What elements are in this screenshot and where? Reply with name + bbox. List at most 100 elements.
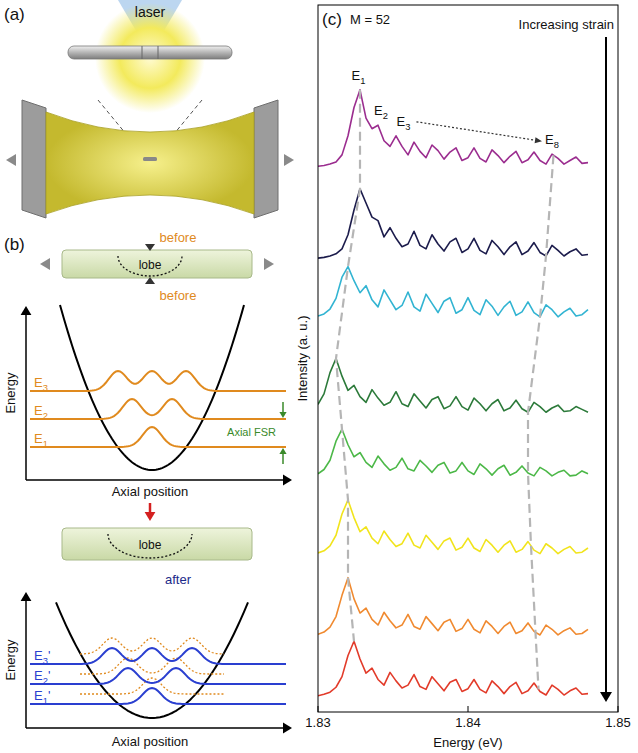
panel-letter: (b)	[4, 235, 25, 254]
panel-b: before lobe before Energy Axial position E1 E2…	[3, 230, 292, 749]
spectrum	[318, 500, 588, 554]
axis-title: Intensity (a. u.)	[295, 316, 310, 402]
subscript: 8	[554, 139, 559, 150]
figure: (a) (b) laser before lobe before Energy Axial p…	[0, 0, 638, 753]
tick	[468, 706, 469, 712]
tip-marker	[145, 277, 155, 284]
panel-letter: (c)	[322, 10, 342, 29]
axis-title: Axial position	[112, 734, 189, 749]
mode-label: E1	[352, 68, 366, 86]
tick-label: 1.83	[305, 715, 330, 730]
mode	[30, 399, 286, 419]
spectrum	[318, 429, 588, 476]
tip-marker	[145, 244, 155, 251]
axis	[25, 314, 27, 480]
arrow-head	[283, 723, 292, 734]
tick	[318, 706, 319, 712]
level-label: E3	[34, 375, 48, 393]
arrow-head	[535, 137, 542, 143]
state-label: before	[160, 288, 197, 303]
mode-track	[336, 90, 360, 641]
axis-title: Axial position	[112, 484, 189, 499]
old-mode	[80, 678, 224, 694]
spectrum	[318, 641, 588, 695]
tick-label: 1.84	[455, 715, 480, 730]
subscript: 3	[43, 382, 48, 393]
subscript: 3	[405, 121, 410, 132]
arrow-head	[6, 154, 16, 166]
mode	[30, 427, 286, 447]
lobe-outline	[118, 256, 182, 276]
panel-c: 1.83 1.84 1.85 Energy (eV) Intensity (a. u.)…	[295, 5, 631, 750]
arrow-head	[279, 412, 286, 418]
axis	[26, 479, 284, 481]
spacing-label: Axial FSR	[227, 426, 276, 438]
membrane	[46, 112, 254, 214]
fiber	[62, 250, 252, 278]
annotation: M = 52	[350, 12, 390, 27]
level-label: E1'	[34, 688, 50, 706]
arrow-head	[40, 258, 50, 270]
arrow-head	[279, 448, 286, 454]
annotation: Increasing strain	[519, 17, 614, 32]
panel-a: laser	[6, 0, 294, 218]
potential	[60, 305, 244, 470]
level-label: E2'	[34, 668, 50, 686]
potential	[56, 602, 248, 718]
transition-arrow	[149, 503, 152, 513]
beam-label: laser	[135, 4, 166, 20]
arrow-head	[264, 258, 274, 270]
level-label: E1	[34, 431, 48, 449]
lobe-outline	[108, 534, 192, 558]
level-label: E3'	[34, 648, 50, 666]
suffix: '	[48, 668, 50, 683]
lobe-label: lobe	[139, 258, 162, 272]
subscript: 2	[43, 410, 48, 421]
mode-track	[528, 155, 554, 689]
old-mode	[80, 638, 224, 654]
subscript: 1	[360, 75, 365, 86]
mode	[30, 668, 286, 684]
subscript: 2	[383, 110, 388, 121]
spectrum	[318, 359, 588, 413]
tick	[618, 706, 619, 712]
spectrum	[318, 267, 588, 317]
subscript: 1	[43, 438, 48, 449]
progress-arrow	[416, 122, 535, 140]
axis	[25, 600, 27, 728]
state-label: before	[160, 230, 197, 245]
state-label: after	[165, 572, 192, 587]
suffix: '	[48, 648, 50, 663]
suffix: '	[48, 688, 50, 703]
strain-arrow	[605, 37, 607, 692]
spacing-arrow	[282, 402, 284, 412]
clamp	[254, 100, 278, 218]
tube-mark	[143, 157, 157, 161]
mode	[30, 371, 286, 391]
mode-label: E8	[545, 132, 559, 150]
axis-title: Energy	[3, 372, 18, 414]
level-label: E2	[34, 403, 48, 421]
axis-title: Energy (eV)	[433, 735, 502, 750]
mode-label: E2	[374, 103, 388, 121]
arrow-head	[145, 512, 156, 521]
spectrum	[318, 578, 588, 635]
spectrum	[318, 90, 588, 166]
fiber	[62, 528, 252, 560]
panel-letter: (a)	[4, 5, 25, 24]
tube-segment	[142, 46, 143, 59]
clamp	[22, 100, 46, 218]
tick-label: 1.85	[605, 715, 630, 730]
arrow-head	[21, 306, 32, 315]
arrow-head	[283, 475, 292, 486]
axis	[26, 727, 284, 729]
plot-frame	[318, 5, 618, 712]
fiber-tube	[68, 46, 232, 59]
mode	[30, 688, 286, 704]
tube-segment	[158, 46, 159, 59]
old-mode	[80, 658, 224, 674]
arrow-head	[21, 592, 32, 601]
mode	[30, 648, 286, 664]
mode-label: E3	[397, 114, 411, 132]
mode-tracks	[336, 90, 554, 690]
